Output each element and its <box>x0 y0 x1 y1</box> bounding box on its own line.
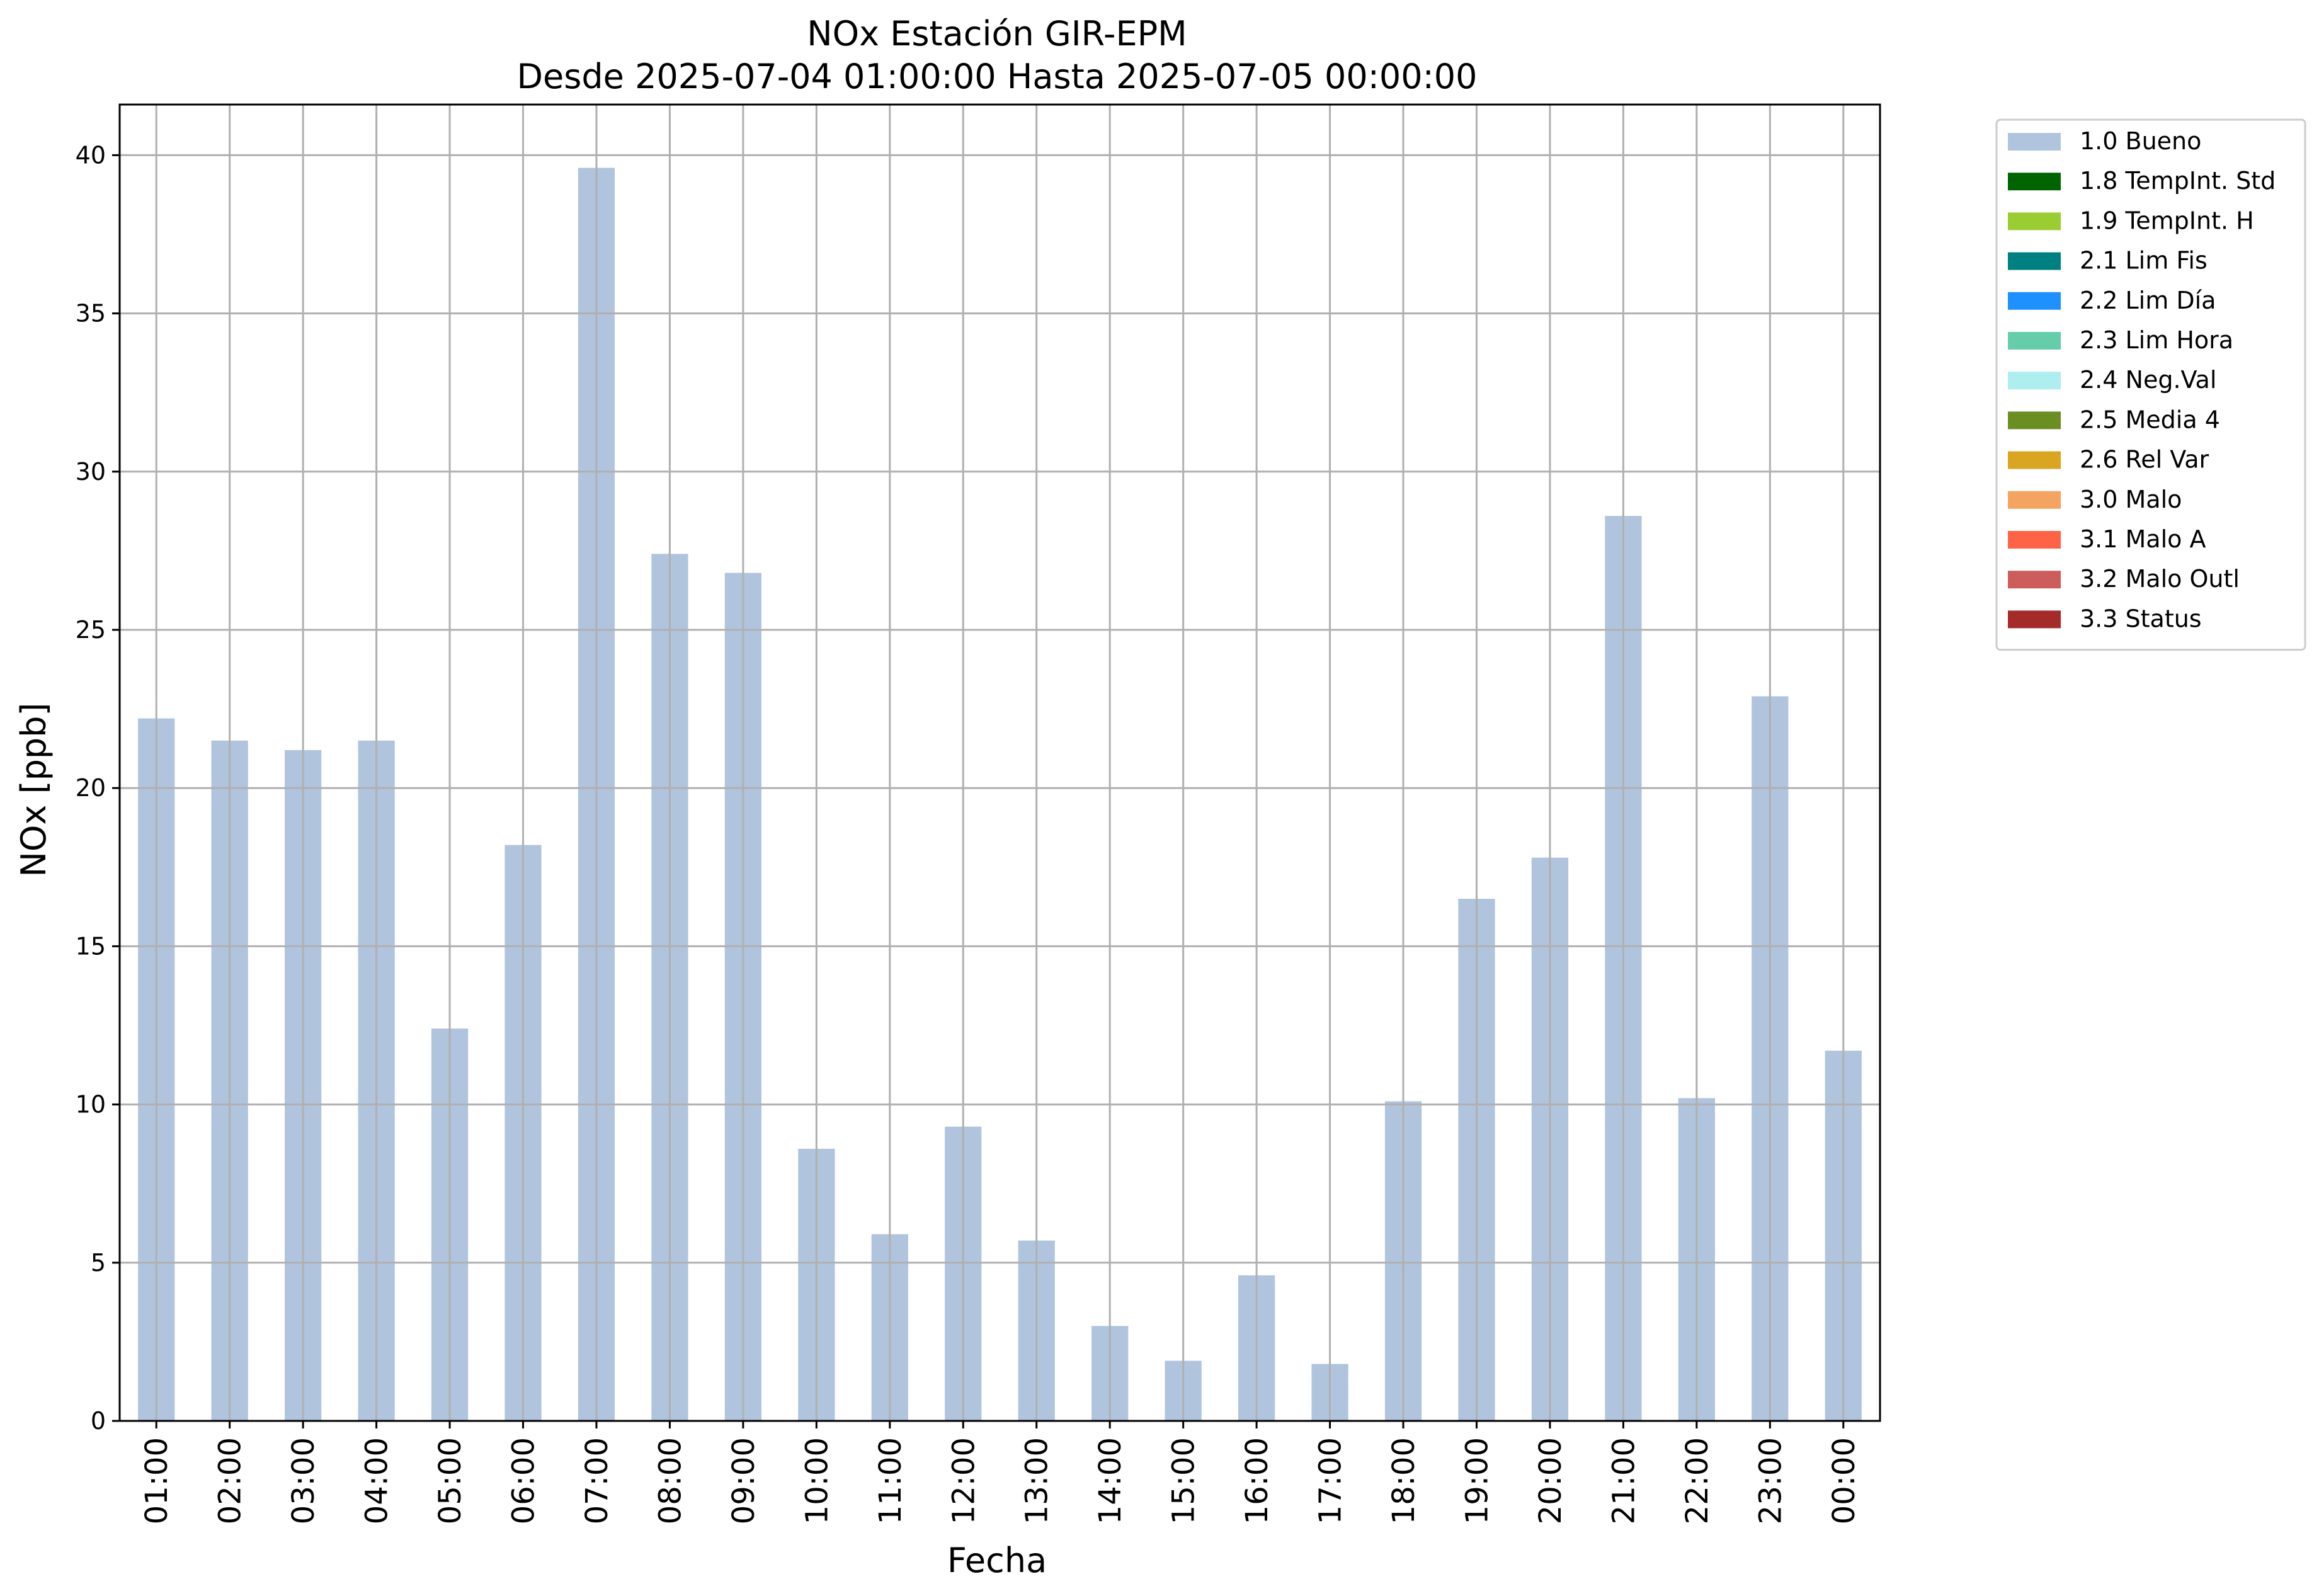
legend-swatch <box>2008 292 2061 310</box>
legend-entry-label: 3.0 Malo <box>2080 486 2182 513</box>
legend-swatch <box>2008 372 2061 390</box>
x-tick-label: 21:00 <box>1606 1437 1641 1524</box>
legend-swatch <box>2008 571 2061 589</box>
x-tick-label: 23:00 <box>1753 1437 1788 1524</box>
x-tick-label: 05:00 <box>433 1437 468 1524</box>
legend-entry-label: 2.5 Media 4 <box>2080 406 2220 433</box>
y-tick-label: 25 <box>76 616 106 644</box>
chart-title: NOx Estación GIR-EPM <box>807 14 1187 54</box>
x-tick-label: 19:00 <box>1459 1437 1495 1524</box>
legend-entry-label: 3.2 Malo Outl <box>2080 565 2240 593</box>
x-tick-label: 20:00 <box>1533 1437 1568 1524</box>
legend-entry-label: 1.0 Bueno <box>2080 127 2201 155</box>
y-tick-label: 30 <box>76 458 106 486</box>
x-tick-label: 09:00 <box>726 1437 761 1524</box>
x-tick-label: 11:00 <box>873 1437 908 1524</box>
x-tick-label: 07:00 <box>579 1437 615 1524</box>
legend-entry-label: 2.1 Lim Fis <box>2080 247 2208 275</box>
legend-swatch <box>2008 332 2061 350</box>
x-tick-label: 08:00 <box>652 1437 688 1524</box>
legend-swatch <box>2008 252 2061 270</box>
legend-entry-label: 2.2 Lim Día <box>2080 287 2216 314</box>
x-tick-label: 22:00 <box>1680 1437 1715 1524</box>
legend-entry-label: 2.4 Neg.Val <box>2080 366 2216 394</box>
x-tick-label: 10:00 <box>799 1437 835 1524</box>
chart-subtitle: Desde 2025-07-04 01:00:00 Hasta 2025-07-… <box>516 57 1477 96</box>
y-tick-label: 5 <box>91 1249 106 1277</box>
legend-entry-label: 3.1 Malo A <box>2080 525 2206 553</box>
y-axis-ticks: 0 5 10 15 20 25 30 35 40 <box>76 141 120 1435</box>
x-tick-label: 04:00 <box>360 1437 395 1524</box>
x-tick-label: 16:00 <box>1239 1437 1275 1524</box>
x-tick-label: 15:00 <box>1166 1437 1202 1524</box>
x-tick-label: 00:00 <box>1826 1437 1862 1524</box>
plot-frame <box>118 103 1881 1422</box>
legend-frame <box>1995 118 2306 651</box>
legend-swatch <box>2008 173 2061 191</box>
x-tick-label: 01:00 <box>139 1437 174 1524</box>
grid-lines <box>120 105 1880 1422</box>
legend-entry-label: 2.6 Rel Var <box>2080 446 2209 474</box>
y-tick-label: 10 <box>76 1091 106 1119</box>
legend-entry-label: 3.3 Status <box>2080 605 2202 632</box>
x-tick-label: 06:00 <box>506 1437 542 1524</box>
legend-entry-label: 2.3 Lim Hora <box>2080 326 2233 354</box>
y-tick-label: 35 <box>76 300 106 328</box>
legend-entry-label: 1.9 TempInt. H <box>2080 207 2254 234</box>
legend-swatch <box>2008 212 2061 231</box>
x-tick-label: 03:00 <box>286 1437 321 1524</box>
x-axis-label: Fecha <box>947 1541 1047 1580</box>
x-tick-label: 17:00 <box>1313 1437 1348 1524</box>
y-tick-label: 20 <box>76 774 106 802</box>
x-tick-label: 12:00 <box>946 1437 981 1524</box>
legend-swatch <box>2008 531 2061 549</box>
x-tick-label: 18:00 <box>1386 1437 1422 1524</box>
x-tick-label: 02:00 <box>213 1437 248 1524</box>
legend: 1.0 Bueno 1.8 TempInt. Std 1.9 TempInt. H 2… <box>1995 118 2306 651</box>
x-tick-label: 14:00 <box>1093 1437 1128 1524</box>
y-tick-label: 15 <box>76 932 106 960</box>
bars-group <box>138 168 1862 1422</box>
legend-swatch <box>2008 451 2061 469</box>
x-axis-ticks: 01:00 02:00 03:00 04:00 05:00 06:00 07:00 08:00… <box>139 1421 1862 1524</box>
legend-swatch <box>2008 491 2061 509</box>
x-tick-label: 13:00 <box>1020 1437 1055 1524</box>
legend-swatch <box>2008 411 2061 430</box>
y-axis-label: NOx [ppb] <box>14 703 54 877</box>
legend-entry-label: 1.8 TempInt. Std <box>2080 167 2276 195</box>
y-tick-label: 40 <box>76 141 106 169</box>
y-tick-label: 0 <box>91 1407 106 1435</box>
legend-swatch <box>2008 610 2061 629</box>
legend-swatch <box>2008 133 2061 151</box>
